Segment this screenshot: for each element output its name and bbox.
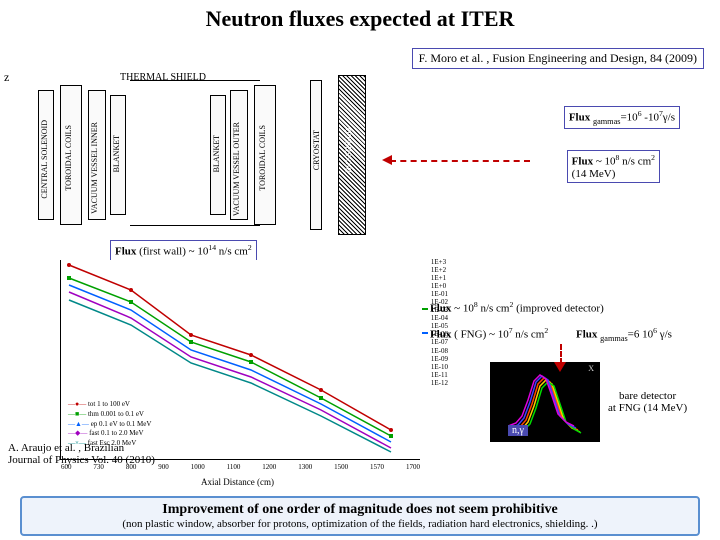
- comp-toroidal-1: TOROIDAL COILS: [64, 125, 73, 191]
- comp-blanket-2: BLANKET: [212, 135, 221, 172]
- iter-cross-section: CENTRAL SOLENOID TOROIDAL COILS VACUUM V…: [10, 70, 390, 230]
- comp-vac-outer: VACUUM VESSEL OUTER: [232, 122, 241, 216]
- conclusion-sub: (non plastic window, absorber for proton…: [30, 518, 690, 530]
- graph-xlabel: Axial Distance (cm): [201, 477, 274, 487]
- conclusion-box: Improvement of one order of magnitude do…: [20, 496, 700, 536]
- arrow-to-miniplot: [560, 344, 562, 364]
- arrow-to-miniplot-head: [554, 362, 566, 372]
- citation-moro: F. Moro et al. , Fusion Engineering and …: [412, 48, 704, 69]
- bare-detector-note: bare detector at FNG (14 MeV): [608, 390, 687, 414]
- comp-central-solenoid: CENTRAL SOLENOID: [40, 120, 49, 199]
- z-axis-label: z: [4, 70, 9, 85]
- conclusion-main: Improvement of one order of magnitude do…: [30, 502, 690, 518]
- flux-improved: Flux ~ 108 n/s cm2 (improved detector): [430, 300, 710, 315]
- flux-first-wall: Flux (first wall) ~ 1014 n/s cm2: [110, 240, 257, 261]
- flux-gammas-bot: Flux gammas=6 106 γ/s: [576, 326, 672, 343]
- comp-cryostat: CRYOSTAT: [312, 130, 321, 170]
- page-title: Neutron fluxes expected at ITER: [0, 0, 720, 32]
- arrow-red-1-head: [382, 155, 392, 165]
- comp-blanket-1: BLANKET: [112, 135, 121, 172]
- flux-gammas-top: Flux gammas=106 -107γ/s: [564, 106, 680, 129]
- arrow-red-1: [390, 160, 530, 162]
- citation-araujo: A. Araujo et al. , Brazilian Journal of …: [8, 442, 155, 466]
- detector-response-plot: X n,γ: [490, 362, 600, 442]
- comp-bioshield: BIO-SHIELD: [344, 128, 353, 173]
- comp-toroidal-2: TOROIDAL COILS: [258, 125, 267, 191]
- comp-vac-inner: VACUUM VESSEL INNER: [90, 122, 99, 214]
- mini-plot-label: n,γ: [508, 425, 528, 436]
- graph-yticks: 1E+31E+21E+11E+0 1E-011E-021E-031E-04 1E…: [431, 258, 448, 387]
- flux-neutron-top: Flux ~ 108 n/s cm2(14 MeV): [567, 150, 660, 183]
